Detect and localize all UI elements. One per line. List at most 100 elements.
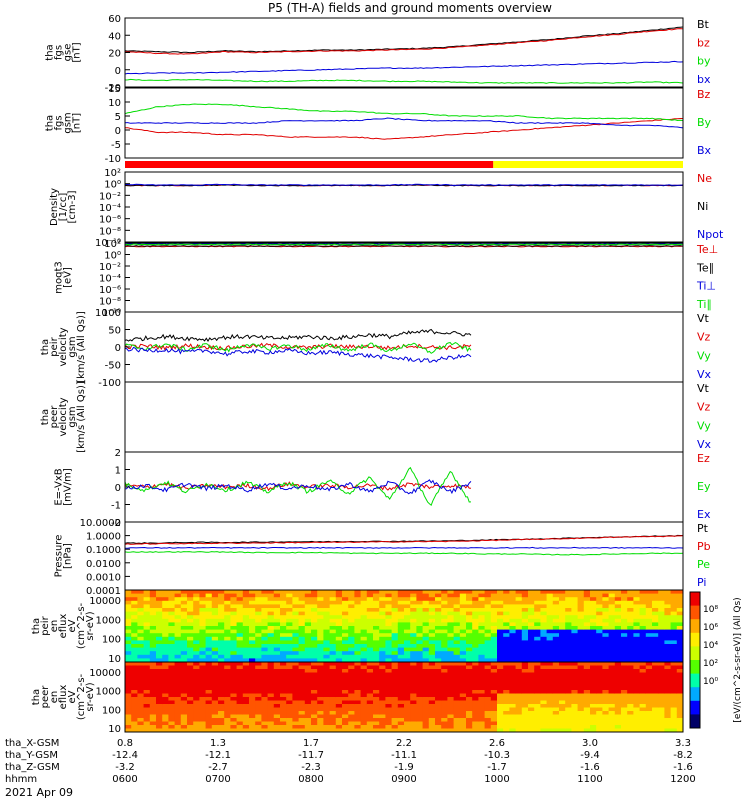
spectrogram-cell	[317, 644, 324, 648]
spectrogram-cell	[639, 669, 647, 673]
spectrogram-cell	[379, 597, 386, 602]
spectrogram-cell	[608, 686, 616, 691]
spectrogram-cell	[565, 608, 572, 612]
spectrogram-cell	[180, 658, 188, 663]
spectrogram-cell	[168, 644, 175, 648]
spectrogram-cell	[552, 654, 560, 659]
spectrogram-cell	[280, 640, 287, 645]
spectrogram-cell	[143, 651, 151, 656]
spectrogram-cell	[236, 721, 244, 726]
spectrogram-cell	[621, 665, 628, 670]
spectrogram-cell	[509, 608, 516, 612]
spectrogram-cell	[149, 608, 157, 612]
spectrogram-cell	[149, 707, 157, 712]
spectrogram-cell	[236, 611, 244, 616]
spectrogram-cell	[441, 672, 448, 677]
spectrogram-cell	[472, 651, 479, 656]
spectrogram-cell	[627, 707, 634, 712]
spectrogram-cell	[304, 600, 312, 605]
spectrogram-cell	[348, 604, 355, 609]
spectrogram-cell	[329, 711, 337, 715]
spectrogram-cell	[156, 651, 163, 656]
spectrogram-cell	[193, 679, 200, 684]
spectrogram-cell	[602, 679, 609, 684]
y-tick-label: 10⁰	[104, 251, 121, 262]
spectrogram-cell	[472, 665, 479, 670]
spectrogram-cell	[125, 633, 132, 638]
spectrogram-cell	[261, 665, 268, 670]
spectrogram-cell	[218, 658, 225, 663]
spectrogram-cell	[230, 714, 237, 719]
spectrogram-cell	[329, 618, 337, 623]
spectrogram-cell	[559, 629, 566, 634]
spectrogram-cell	[410, 640, 417, 645]
spectrogram-cell	[280, 622, 287, 627]
spectrogram-cell	[267, 626, 275, 630]
spectrogram-cell	[162, 718, 169, 722]
spectrogram-cell	[559, 633, 566, 638]
spectrogram-cell	[652, 597, 659, 602]
spectrogram-cell	[428, 618, 436, 623]
spectrogram-cell	[149, 651, 157, 656]
spectrogram-cell	[565, 644, 572, 648]
spectrogram-cell	[242, 672, 250, 677]
spectrogram-cell	[391, 683, 399, 687]
spectrogram-cell	[621, 611, 628, 616]
spectrogram-cell	[379, 676, 386, 680]
spectrogram-cell	[497, 711, 504, 715]
spectrogram-cell	[416, 704, 423, 708]
spectrogram-cell	[261, 672, 268, 677]
spectrogram-cell	[156, 669, 163, 673]
spectrogram-cell	[441, 593, 448, 598]
spectrogram-cell	[577, 711, 585, 715]
spectrogram-cell	[658, 644, 665, 648]
spectrogram-cell	[614, 618, 622, 623]
spectrogram-cell	[459, 658, 467, 663]
y-tick-label: 10⁻⁸	[99, 226, 121, 237]
spectrogram-cell	[658, 600, 665, 605]
spectrogram-cell	[298, 669, 306, 673]
spectrogram-cell	[503, 683, 510, 687]
spectrogram-cell	[354, 676, 361, 680]
spectrogram-cell	[298, 665, 306, 670]
spectrogram-cell	[565, 718, 572, 722]
spectrogram-cell	[391, 669, 399, 673]
spectrogram-cell	[224, 704, 231, 708]
y-axis-label: E=-VxB	[54, 468, 65, 505]
spectrogram-cell	[323, 654, 330, 659]
y-tick-label: -20	[105, 83, 121, 94]
spectrogram-cell	[484, 662, 492, 666]
spectrogram-cell	[397, 714, 405, 719]
spectrogram-cell	[230, 615, 237, 620]
spectrogram-cell	[608, 647, 616, 652]
spectrogram-cell	[354, 604, 361, 609]
spectrogram-cell	[453, 611, 461, 616]
spectrogram-cell	[608, 697, 616, 701]
spectrogram-cell	[125, 690, 132, 694]
spectrogram-cell	[311, 597, 318, 602]
spectrogram-cell	[509, 590, 516, 594]
spectrogram-cell	[441, 676, 448, 680]
spectrogram-cell	[503, 629, 510, 634]
spectrogram-cell	[360, 690, 368, 694]
spectrogram-cell	[304, 618, 312, 623]
spectrogram-cell	[676, 640, 684, 645]
spectrogram-cell	[441, 728, 448, 733]
spectrogram-cell	[342, 608, 349, 612]
spectrogram-cell	[125, 672, 132, 677]
spectrogram-cell	[540, 611, 547, 616]
spectrogram-cell	[125, 618, 132, 623]
spectrogram-cell	[131, 622, 138, 627]
spectrogram-cell	[428, 597, 436, 602]
spectrogram-cell	[602, 597, 609, 602]
spectrogram-cell	[156, 604, 163, 609]
spectrogram-cell	[174, 622, 182, 627]
spectrogram-cell	[559, 600, 566, 605]
spectrogram-cell	[521, 658, 529, 663]
spectrogram-cell	[428, 714, 436, 719]
spectrogram-cell	[503, 600, 510, 605]
spectrogram-cell	[503, 651, 510, 656]
spectrogram-cell	[590, 608, 597, 612]
spectrogram-cell	[366, 590, 374, 594]
spectrogram-cell	[565, 636, 572, 641]
